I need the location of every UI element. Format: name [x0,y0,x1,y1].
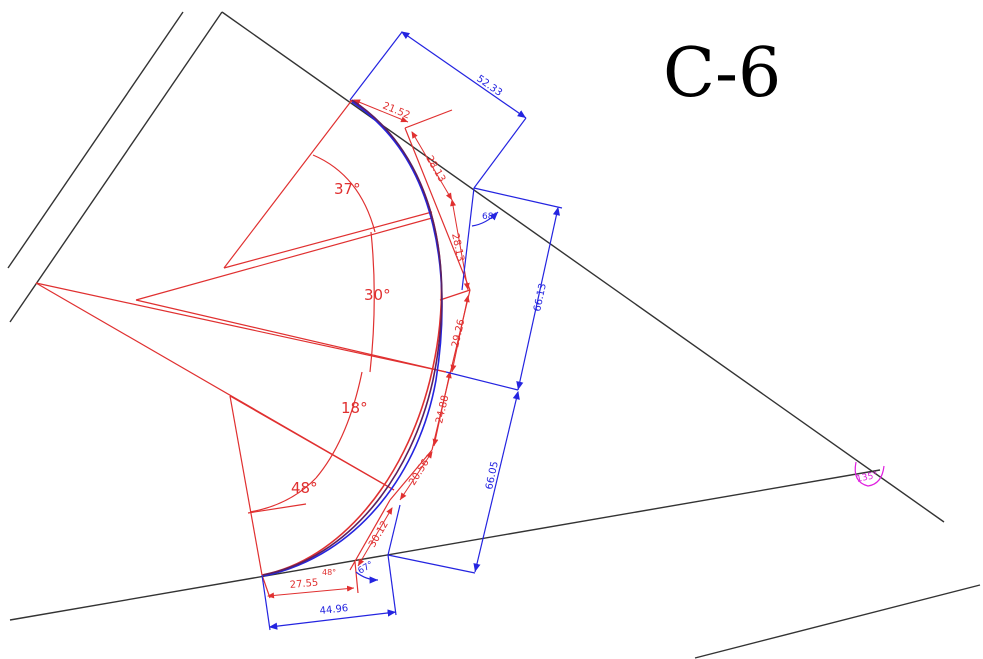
wall-line-inner [9,11,223,323]
red-dim-arrows [267,99,470,599]
top-diagonal-line [221,11,945,523]
blue-angle-bottom: 67° [357,560,376,577]
angle-label-37: 37° [334,180,361,198]
angle-label-48: 48° [291,479,318,497]
red-dim-top: 21.52 [381,101,412,122]
base-line [9,469,881,621]
magenta-angle-label: 135° [856,471,879,485]
blue-dim-bottom: 44.96 [319,603,349,617]
base-line-2 [694,584,981,659]
red-dim-3: 29.26 [450,318,467,348]
drawing-title: C-6 [663,34,781,113]
dark-arc [262,99,443,576]
blue-dims [261,31,563,631]
angle-label-18: 18° [341,399,368,417]
magenta-angle [854,461,885,487]
blue-arc [263,101,443,577]
angle-label-small-48: 48° [322,568,336,577]
black-lines [7,11,981,659]
curves [261,99,443,577]
red-dim-2: 28.13 [449,232,466,262]
red-dim-5: 20.56 [407,457,432,487]
blue-dim-top: 52.33 [474,73,504,98]
angle-label-30: 30° [364,286,391,304]
red-construction [35,99,471,599]
red-dim-4: 24.88 [434,394,451,424]
blue-angle-top: 68° [482,212,498,222]
wall-line-outer [7,11,184,269]
red-dim-bottom: 27.55 [289,578,318,591]
blue-dim-right-upper: 66.13 [532,282,549,312]
